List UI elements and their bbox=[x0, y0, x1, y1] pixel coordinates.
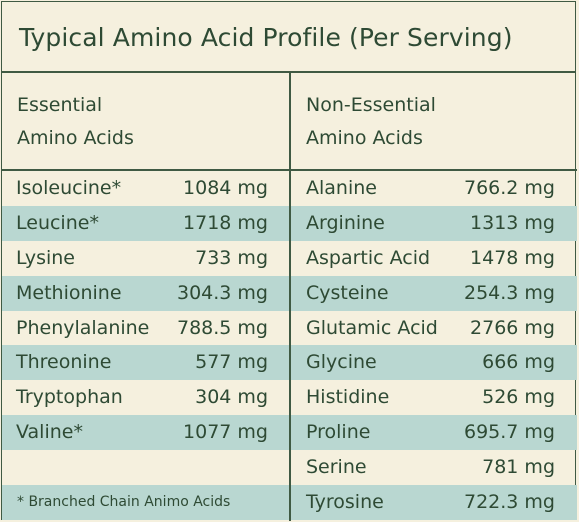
acid-value: 254.3 mg bbox=[463, 281, 555, 304]
acid-value: 766.2 mg bbox=[463, 177, 555, 199]
essential-header-line2: Amino Acids bbox=[17, 127, 134, 149]
table-row: Threonine 577 mg bbox=[2, 345, 289, 381]
acid-name: Isoleucine* bbox=[16, 177, 122, 199]
table-row: Tryptophan 304 mg bbox=[2, 380, 289, 415]
table-row: Arginine 1313 mg bbox=[291, 205, 577, 241]
non-essential-header: Non-Essential Amino Acids bbox=[291, 73, 577, 171]
acid-name: Serine bbox=[306, 456, 367, 478]
table-title: Typical Amino Acid Profile (Per Serving) bbox=[2, 2, 575, 73]
acid-name: Phenylalanine bbox=[16, 316, 150, 339]
acid-value: 304.3 mg bbox=[176, 281, 268, 304]
acid-name: Histidine bbox=[306, 386, 390, 409]
acid-name: Tyrosine bbox=[306, 490, 384, 513]
table-row: Lysine 733 mg bbox=[2, 241, 289, 276]
acid-name: Leucine* bbox=[16, 211, 99, 234]
acid-value: 695.7 mg bbox=[463, 421, 555, 444]
acid-value: 666 mg bbox=[482, 351, 555, 374]
acid-value: 781 mg bbox=[482, 456, 555, 478]
acid-name: Lysine bbox=[16, 246, 75, 269]
acid-value: 722.3 mg bbox=[463, 490, 555, 513]
non-essential-header-line2: Amino Acids bbox=[306, 127, 423, 149]
acid-name: Methionine bbox=[16, 281, 122, 304]
empty-row bbox=[2, 450, 289, 485]
acid-value: 526 mg bbox=[482, 386, 555, 409]
acid-name: Glycine bbox=[306, 351, 377, 374]
acid-name: Proline bbox=[306, 421, 371, 444]
table-row: Isoleucine* 1084 mg bbox=[2, 171, 289, 206]
table-row: Aspartic Acid 1478 mg bbox=[291, 241, 577, 276]
acid-name: Aspartic Acid bbox=[306, 246, 431, 269]
table-row: Histidine 526 mg bbox=[291, 380, 577, 415]
acid-name: Glutamic Acid bbox=[306, 316, 438, 339]
table-row: Phenylalanine 788.5 mg bbox=[2, 311, 289, 346]
acid-value: 1718 mg bbox=[183, 211, 268, 234]
table-row: Glutamic Acid 2766 mg bbox=[291, 311, 577, 346]
acid-name: Arginine bbox=[306, 211, 385, 234]
acid-name: Threonine bbox=[16, 351, 112, 374]
table-row: Cysteine 254.3 mg bbox=[291, 275, 577, 311]
acid-name: Tryptophan bbox=[16, 386, 123, 409]
acid-value: 2766 mg bbox=[470, 316, 555, 339]
table-row: Methionine 304.3 mg bbox=[2, 275, 289, 311]
table-row: Valine* 1077 mg bbox=[2, 415, 289, 450]
essential-header-line1: Essential bbox=[17, 94, 103, 116]
table-row: Glycine 666 mg bbox=[291, 345, 577, 381]
acid-value: 1478 mg bbox=[470, 246, 555, 269]
table-row: Proline 695.7 mg bbox=[291, 415, 577, 450]
acid-value: 304 mg bbox=[195, 386, 268, 409]
table-row: Serine 781 mg bbox=[291, 450, 577, 485]
table-row: Alanine 766.2 mg bbox=[291, 171, 577, 206]
footnote: * Branched Chain Animo Acids bbox=[2, 484, 289, 520]
acid-name: Cysteine bbox=[306, 281, 389, 304]
essential-header: Essential Amino Acids bbox=[2, 73, 289, 171]
acid-value: 577 mg bbox=[195, 351, 268, 374]
column-divider bbox=[289, 73, 291, 521]
acid-value: 1084 mg bbox=[183, 177, 268, 199]
table-row: Tyrosine 722.3 mg bbox=[291, 484, 577, 520]
acid-value: 788.5 mg bbox=[176, 316, 268, 339]
table-row: Leucine* 1718 mg bbox=[2, 205, 289, 241]
acid-name: Alanine bbox=[306, 177, 377, 199]
acid-value: 1313 mg bbox=[470, 211, 555, 234]
acid-value: 733 mg bbox=[195, 246, 268, 269]
acid-value: 1077 mg bbox=[183, 421, 268, 444]
non-essential-column: Alanine 766.2 mg Arginine 1313 mg Aspart… bbox=[291, 171, 577, 520]
acid-name: Valine* bbox=[16, 421, 83, 444]
non-essential-header-line1: Non-Essential bbox=[306, 94, 436, 116]
essential-column: Isoleucine* 1084 mg Leucine* 1718 mg Lys… bbox=[2, 171, 289, 520]
